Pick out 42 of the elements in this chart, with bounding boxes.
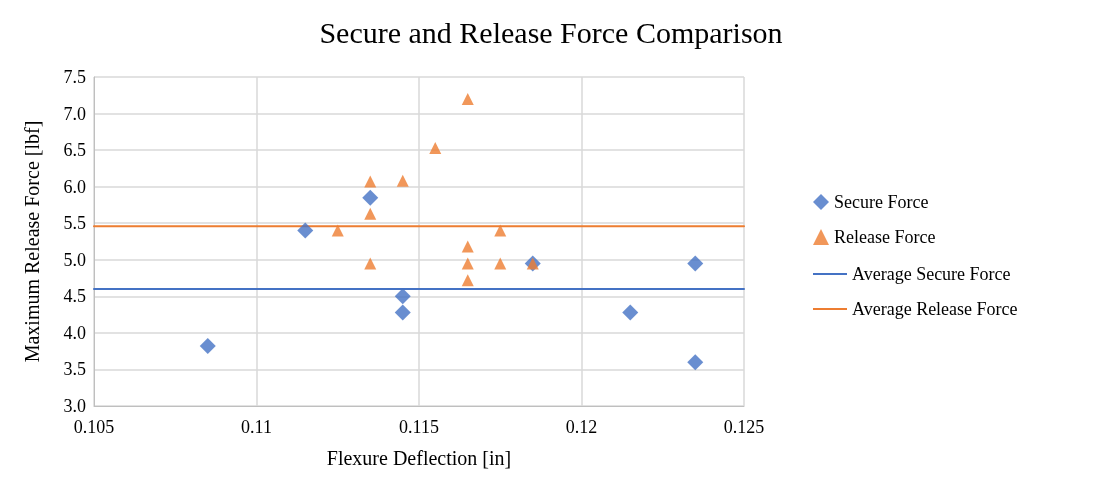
point [396, 174, 409, 187]
point [331, 224, 344, 237]
point [461, 240, 474, 253]
y-axis-title: Maximum Release Force [lbf] [21, 120, 43, 363]
x-tick-label: 0.115 [399, 417, 439, 437]
point [687, 255, 704, 272]
point [429, 141, 442, 154]
y-tick-label: 4.5 [63, 286, 86, 307]
point [199, 338, 216, 355]
y-tick-label: 7.0 [63, 103, 86, 124]
point [622, 304, 639, 321]
point [364, 257, 377, 270]
y-tick-label: 6.5 [63, 140, 86, 161]
point [364, 207, 377, 220]
point [461, 257, 474, 270]
y-tick-label: 4.0 [63, 322, 86, 343]
chart-title: Secure and Release Force Comparison [319, 15, 783, 49]
point [494, 224, 507, 237]
x-tick-label: 0.105 [73, 417, 115, 437]
x-tick-label: 0.12 [565, 417, 598, 437]
y-tick-label: 3.5 [63, 359, 86, 380]
legend-label: Average Secure Force [852, 264, 1011, 284]
point [461, 92, 474, 105]
y-tick-label: 6.0 [63, 176, 86, 197]
legend-label: Average Release Force [852, 299, 1018, 319]
x-tick-label: 0.11 [241, 417, 272, 437]
x-axis-title: Flexure Deflection [in] [326, 447, 512, 469]
point [297, 222, 314, 239]
point [394, 288, 411, 305]
point [461, 274, 474, 287]
y-tick-label: 7.5 [63, 67, 86, 87]
y-tick-label: 5.5 [63, 213, 86, 234]
point [687, 354, 704, 371]
legend-label: Secure Force [834, 192, 929, 212]
y-tick-label: 5.0 [63, 249, 86, 270]
point [362, 189, 379, 206]
point [364, 175, 377, 188]
x-tick-label: 0.125 [723, 417, 765, 437]
point [494, 257, 507, 270]
point [394, 304, 411, 321]
y-tick-label: 3.0 [63, 396, 86, 416]
legend-label: Release Force [834, 227, 936, 247]
